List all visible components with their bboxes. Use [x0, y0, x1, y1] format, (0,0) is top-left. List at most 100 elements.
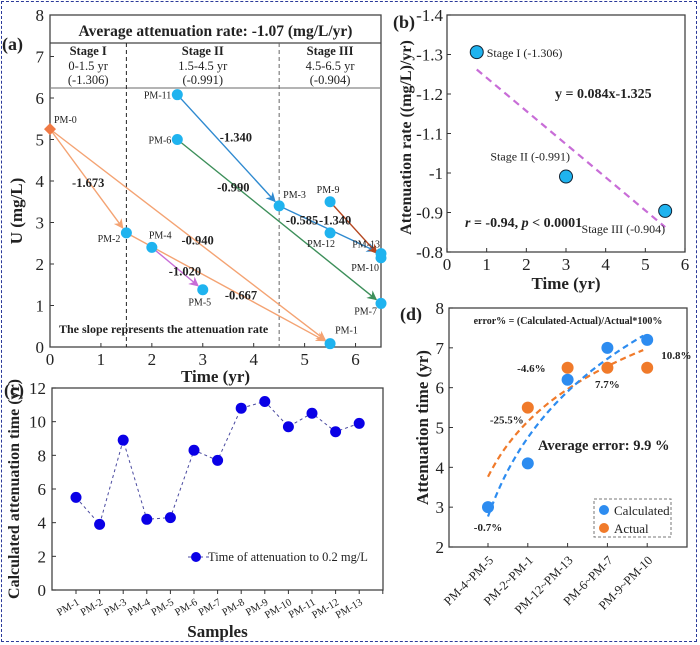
- data-point-c: [306, 407, 318, 419]
- formula-d: error% = (Calculated-Actual)/Actual*100%: [474, 316, 663, 327]
- point-a: [375, 248, 387, 260]
- x-tick-label-c: PM-7: [197, 597, 223, 618]
- calculated-point: [521, 457, 534, 470]
- y-tick-label-d: 7: [436, 339, 445, 358]
- data-point-c: [117, 434, 129, 446]
- panel-b: (b) -1.4 -1.3 -1.2 -1.1 -1 -0.9 -0.80 1 2 3 4 5 6 Time…: [393, 6, 689, 293]
- rate-label-a: -0.990: [217, 180, 249, 194]
- calculated-point: [601, 341, 614, 354]
- y-tick-label-a: 2: [36, 255, 45, 274]
- point-label-b: Stage III (-0.904): [582, 222, 666, 236]
- x-tick-label-a: 3: [199, 350, 208, 369]
- y-tick-label-a: 8: [36, 6, 45, 25]
- x-tick-label-b: 3: [562, 255, 571, 274]
- y-tick-label-b: -1.4: [416, 6, 443, 25]
- point-label-a: PM-2: [98, 234, 121, 245]
- error-label-d: 10.8%: [661, 350, 691, 362]
- point-label-a: PM-12: [307, 239, 335, 250]
- point-a: [324, 227, 336, 239]
- fit-line-b: [476, 68, 666, 228]
- rate-label-a: -1.020: [169, 265, 201, 279]
- panel-label-d: (d): [400, 304, 422, 325]
- stage-range: 0-1.5 yr: [68, 59, 108, 73]
- data-point-c: [70, 491, 82, 503]
- data-point-c: [282, 421, 294, 433]
- annotation-a: The slope represents the attenuation rat…: [59, 322, 269, 336]
- stats-r-label: r: [465, 216, 471, 231]
- x-tick-label-a: 5: [300, 350, 309, 369]
- x-tick-label-b: 5: [641, 255, 650, 274]
- calculated-point: [561, 373, 574, 386]
- point-a: [273, 200, 285, 212]
- y-tick-label-c: 0: [38, 581, 47, 600]
- x-tick-label-a: 0: [46, 350, 55, 369]
- point-label-a: PM-6: [149, 136, 172, 147]
- actual-point: [601, 361, 614, 374]
- stats-b: r = -0.94, p < 0.0001: [465, 216, 582, 231]
- x-tick-label-c: PM-4: [126, 597, 153, 619]
- point-label-a: PM-9: [317, 185, 340, 196]
- y-tick-label-a: 6: [36, 89, 45, 108]
- error-label-d: 7.7%: [595, 379, 620, 391]
- data-point-c: [353, 417, 365, 429]
- y-tick-label-d: 3: [436, 498, 445, 517]
- legend-label-c: Time of attenuation to 0.2 mg/L: [208, 550, 368, 564]
- plot-frame-a: [49, 14, 382, 348]
- data-point-c: [259, 395, 271, 407]
- point-a: [120, 227, 132, 239]
- x-tick-label-b: 2: [522, 255, 531, 274]
- rate-label-a: -1.673: [72, 176, 104, 190]
- x-axis-label-a: Time (yr): [181, 367, 250, 386]
- y-tick-label-c: 10: [29, 413, 46, 432]
- legend-marker-c: [191, 552, 201, 562]
- y-axis-label-b: Attenuation rate ((mg/L)/yr): [398, 40, 415, 235]
- point-diamond-a: [44, 123, 56, 136]
- legend-marker-d: [599, 523, 609, 533]
- calculated-point: [641, 333, 654, 346]
- y-tick-label-a: 4: [36, 172, 45, 191]
- point-label-a: PM-11: [144, 91, 171, 102]
- x-tick-label-b: 6: [681, 255, 690, 274]
- data-point-c: [212, 454, 224, 466]
- y-tick-label-a: 0: [36, 338, 45, 357]
- stage-rate: (-1.306): [68, 73, 109, 87]
- y-tick-label-a: 1: [36, 297, 45, 316]
- average-error-d: Average error: 9.9 %: [538, 438, 670, 454]
- fit-equation-b: y = 0.084x-1.325: [555, 87, 652, 102]
- stats-p-label: p: [521, 216, 529, 231]
- rate-arrow: [126, 232, 326, 342]
- x-tick-label-c: PM-8: [220, 597, 246, 618]
- point-a: [146, 241, 158, 253]
- data-point-c: [188, 444, 200, 456]
- point-a: [324, 196, 336, 208]
- x-tick-label-c: PM-5: [150, 597, 176, 618]
- actual-point: [641, 361, 654, 374]
- point-a: [171, 134, 183, 145]
- stage-name: Stage II: [182, 44, 224, 58]
- point-label-a: PM-13: [352, 240, 380, 251]
- calculated-point: [482, 501, 494, 514]
- point-label-a: PM-7: [354, 306, 377, 317]
- rate-arrow: [151, 246, 199, 287]
- point-label-a: PM-4: [149, 230, 172, 241]
- data-point-c: [164, 512, 176, 524]
- rate-label-a: -0.667: [225, 288, 257, 302]
- y-tick-label-d: 5: [436, 419, 445, 438]
- stage-range: 4.5-6.5 yr: [306, 59, 356, 73]
- point-b: [559, 169, 573, 184]
- point-a: [324, 338, 336, 350]
- panel-a: (a) 0 1 2 3 4 5 6 7 8 0 1 2 3 4 5 6 Time (yr) U (mg/L) Aver…: [2, 6, 387, 386]
- error-label-d: -25.5%: [490, 415, 524, 427]
- stage-range: 1.5-4.5 yr: [178, 59, 228, 73]
- actual-point: [521, 401, 534, 414]
- x-axis-label-c: Samples: [187, 622, 248, 641]
- point-label-a: PM-10: [351, 263, 379, 274]
- point-label-a: PM-1: [335, 326, 358, 337]
- stats-p-text: < 0.0001: [529, 216, 582, 231]
- rate-arrow: [176, 94, 276, 203]
- point-a: [375, 297, 387, 309]
- legend-label-d: Actual: [614, 521, 649, 536]
- rate-arrow: [49, 128, 124, 229]
